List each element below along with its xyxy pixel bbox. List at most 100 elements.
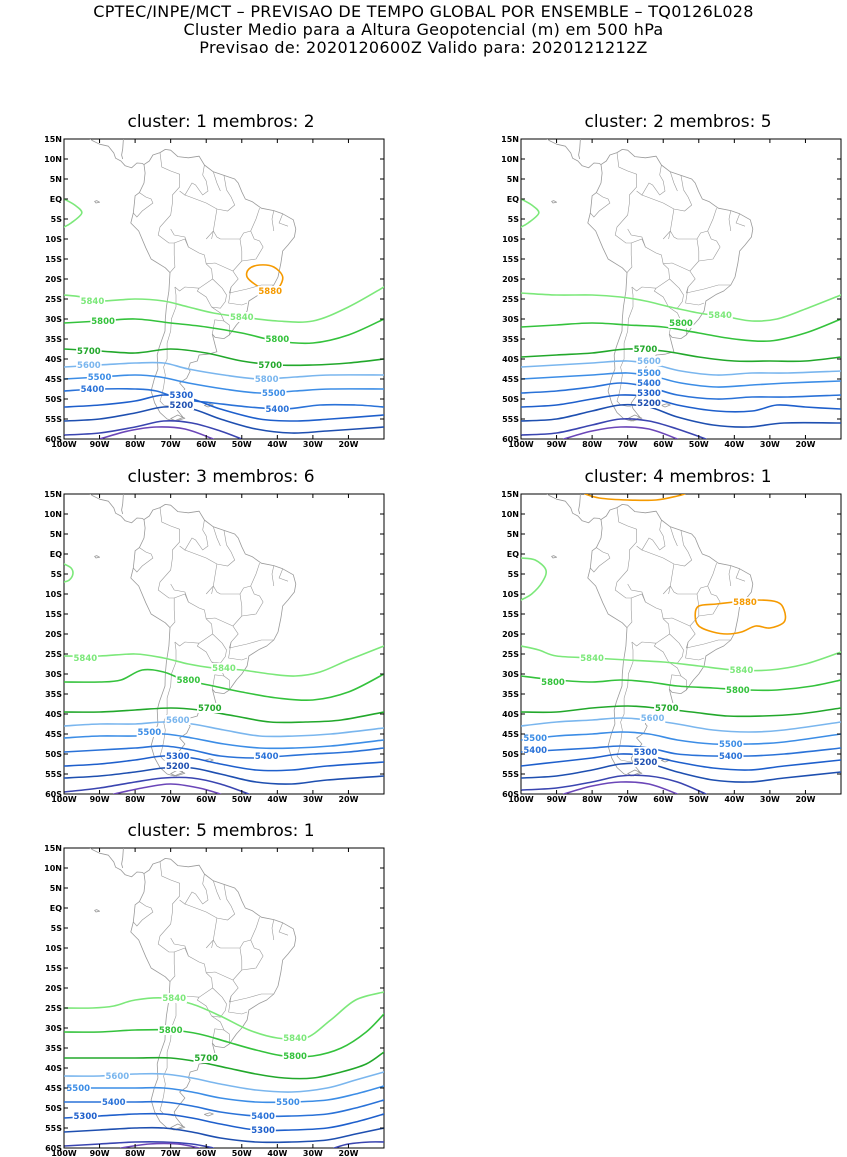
lon-tick-label: 60W xyxy=(653,795,673,804)
contour-5500 xyxy=(64,1085,384,1104)
lat-tick-label: 10S xyxy=(45,235,62,244)
lon-tick-label: 30W xyxy=(303,440,323,449)
contour-label: 5800 xyxy=(159,1026,183,1036)
contour-label-bg xyxy=(175,675,202,685)
lon-tick-label: 80W xyxy=(125,440,145,449)
lat-tick-label: 5S xyxy=(508,570,520,579)
country-border xyxy=(220,238,243,261)
contour-label-bg xyxy=(636,356,662,366)
lat-tick-label: 10N xyxy=(44,864,62,873)
contour-label-bg xyxy=(79,384,106,394)
country-border xyxy=(228,641,248,661)
lat-tick-label: 50S xyxy=(502,395,519,404)
contour-label-bg xyxy=(72,1111,99,1121)
lon-tick-label: 60W xyxy=(196,440,216,449)
lat-tick-label: 10N xyxy=(501,510,519,519)
lat-tick-label: 25S xyxy=(45,295,62,304)
lat-tick-label: 35S xyxy=(502,335,519,344)
contour-label: 5300 xyxy=(251,1126,275,1136)
contour-label: 5400 xyxy=(265,405,289,415)
contour-label-bg xyxy=(157,1025,184,1035)
lon-tick-label: 50W xyxy=(232,795,252,804)
country-border xyxy=(206,971,234,981)
country-border xyxy=(205,230,221,240)
island-outline xyxy=(627,414,643,422)
lat-tick-label: 60S xyxy=(502,790,519,799)
lat-tick-label: 40S xyxy=(502,710,519,719)
panel-cluster-1: cluster: 1 membros: 2 5880 5840 5840 5800 58… xyxy=(44,112,386,449)
contour-label: 5700 xyxy=(634,345,658,355)
lat-tick-label: 20S xyxy=(502,630,519,639)
contour-label: 5500 xyxy=(88,373,112,383)
lon-tick-label: 100W xyxy=(508,795,534,804)
contour-label-bg xyxy=(257,360,283,370)
contour-label: 5800 xyxy=(255,375,279,385)
lat-tick-label: 10N xyxy=(44,510,62,519)
lat-tick-label: 10S xyxy=(502,590,519,599)
contour-label-bg xyxy=(261,388,287,398)
contour-5300 xyxy=(521,753,841,771)
country-border xyxy=(616,286,634,408)
lat-tick-label: 5N xyxy=(50,884,62,893)
contour-label-bg xyxy=(275,1097,301,1107)
country-border xyxy=(228,969,274,1003)
contour-label-bg xyxy=(161,993,187,1003)
country-border xyxy=(680,530,684,545)
contour-label-bg xyxy=(165,715,191,725)
contour-label: 5400 xyxy=(102,1098,126,1108)
contour-label-bg xyxy=(165,751,191,761)
contour-label: 5840 xyxy=(580,654,604,664)
lat-tick-label: 55S xyxy=(502,770,519,779)
lon-tick-label: 70W xyxy=(161,795,181,804)
contour-label-bg xyxy=(193,1053,219,1063)
country-border xyxy=(196,278,227,309)
lon-tick-label: 50W xyxy=(232,1149,252,1157)
country-border xyxy=(205,939,221,949)
lat-tick-label: 15S xyxy=(45,610,62,619)
contour-label-bg xyxy=(540,677,566,687)
country-border xyxy=(184,898,236,921)
lon-tick-label: 80W xyxy=(125,1149,145,1157)
contour-label-bg xyxy=(253,374,280,384)
lat-tick-label: 30S xyxy=(45,315,62,324)
country-border xyxy=(670,171,678,192)
contour-label: 5840 xyxy=(162,994,186,1004)
contour-label: 5400 xyxy=(251,1112,275,1122)
lat-tick-label: 5S xyxy=(51,570,63,579)
lat-tick-label: 45S xyxy=(45,1084,62,1093)
contour-5840 xyxy=(521,645,841,672)
contour-label: 5600 xyxy=(637,357,661,367)
lat-tick-label: 60S xyxy=(45,435,62,444)
country-border xyxy=(696,230,708,240)
contour-label: 5400 xyxy=(255,752,279,762)
country-border xyxy=(278,922,289,936)
lat-tick-label: 40S xyxy=(45,710,62,719)
country-border xyxy=(157,923,176,982)
coastline-fragment xyxy=(121,494,124,515)
country-border xyxy=(206,262,234,272)
country-border xyxy=(170,937,189,957)
country-border xyxy=(685,641,705,661)
coastline-fragment xyxy=(121,139,124,160)
contour-label-bg xyxy=(229,312,255,322)
contour-5500 xyxy=(64,733,384,750)
contour-low2 xyxy=(120,1142,200,1148)
contour-label: 5840 xyxy=(708,311,732,321)
contour-label: 5840 xyxy=(730,666,754,676)
map-cluster-5: 5840584058005800570056005500550054005400… xyxy=(44,844,385,1157)
lat-tick-label: 60S xyxy=(502,435,519,444)
lat-tick-label: 25S xyxy=(502,650,519,659)
contour-label: 5500 xyxy=(276,1098,300,1108)
contour-label-bg xyxy=(636,368,662,378)
country-border xyxy=(157,214,176,273)
contour-label: 5800 xyxy=(541,678,565,688)
country-border xyxy=(641,189,693,212)
lat-tick-label: 55S xyxy=(45,770,62,779)
contour-label: 5200 xyxy=(166,762,190,772)
contour-low2 xyxy=(562,781,679,794)
lat-tick-label: 30S xyxy=(502,315,519,324)
lat-tick-label: 5S xyxy=(508,215,520,224)
contour-label: 5700 xyxy=(198,704,222,714)
lat-tick-label: 5S xyxy=(51,924,63,933)
